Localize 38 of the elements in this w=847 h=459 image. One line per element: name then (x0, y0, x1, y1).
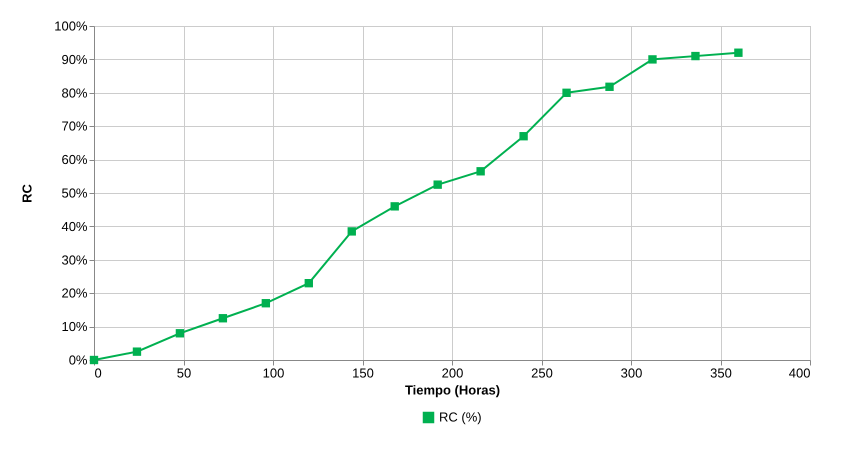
x-tick-label: 350 (710, 366, 732, 380)
x-tick-label: 0 (94, 366, 102, 380)
point (348, 227, 356, 236)
y-tick-label: 50% (61, 186, 88, 200)
point (433, 180, 442, 189)
point (734, 48, 743, 57)
point (476, 167, 485, 176)
y-tick-label: 40% (61, 218, 88, 234)
x-tick-label: 400 (788, 366, 810, 380)
point (562, 88, 571, 97)
y-tick-label: 60% (61, 152, 88, 168)
y-tick-label: 20% (61, 286, 88, 301)
x-axis-title: Tiempo (Horas) (404, 382, 500, 398)
y-tick-label: 70% (61, 118, 88, 134)
x-tick-label: 250 (531, 366, 553, 380)
point (132, 347, 142, 356)
y-axis-title: RC (19, 184, 34, 203)
point (691, 52, 700, 60)
point (390, 202, 399, 211)
y-tick-label: 90% (61, 52, 88, 67)
y-tick-label: 0% (68, 352, 88, 368)
x-tick-label: 150 (352, 366, 374, 380)
point (262, 299, 270, 308)
point (304, 278, 313, 288)
point (648, 55, 657, 64)
point (519, 132, 528, 140)
y-tick-label: 30% (61, 252, 88, 268)
y-tick-label: 10% (61, 319, 88, 334)
x-tick-label: 100 (262, 366, 284, 380)
point (218, 314, 228, 322)
y-tick-label: 100% (54, 18, 88, 34)
x-tick-label: 300 (620, 366, 642, 380)
point (176, 329, 184, 338)
point (605, 82, 614, 91)
x-tick-label: 50 (176, 366, 192, 380)
x-tick-label: 200 (442, 366, 464, 380)
y-tick-label: 80% (61, 85, 88, 100)
legend-label: RC (%) (439, 410, 482, 424)
